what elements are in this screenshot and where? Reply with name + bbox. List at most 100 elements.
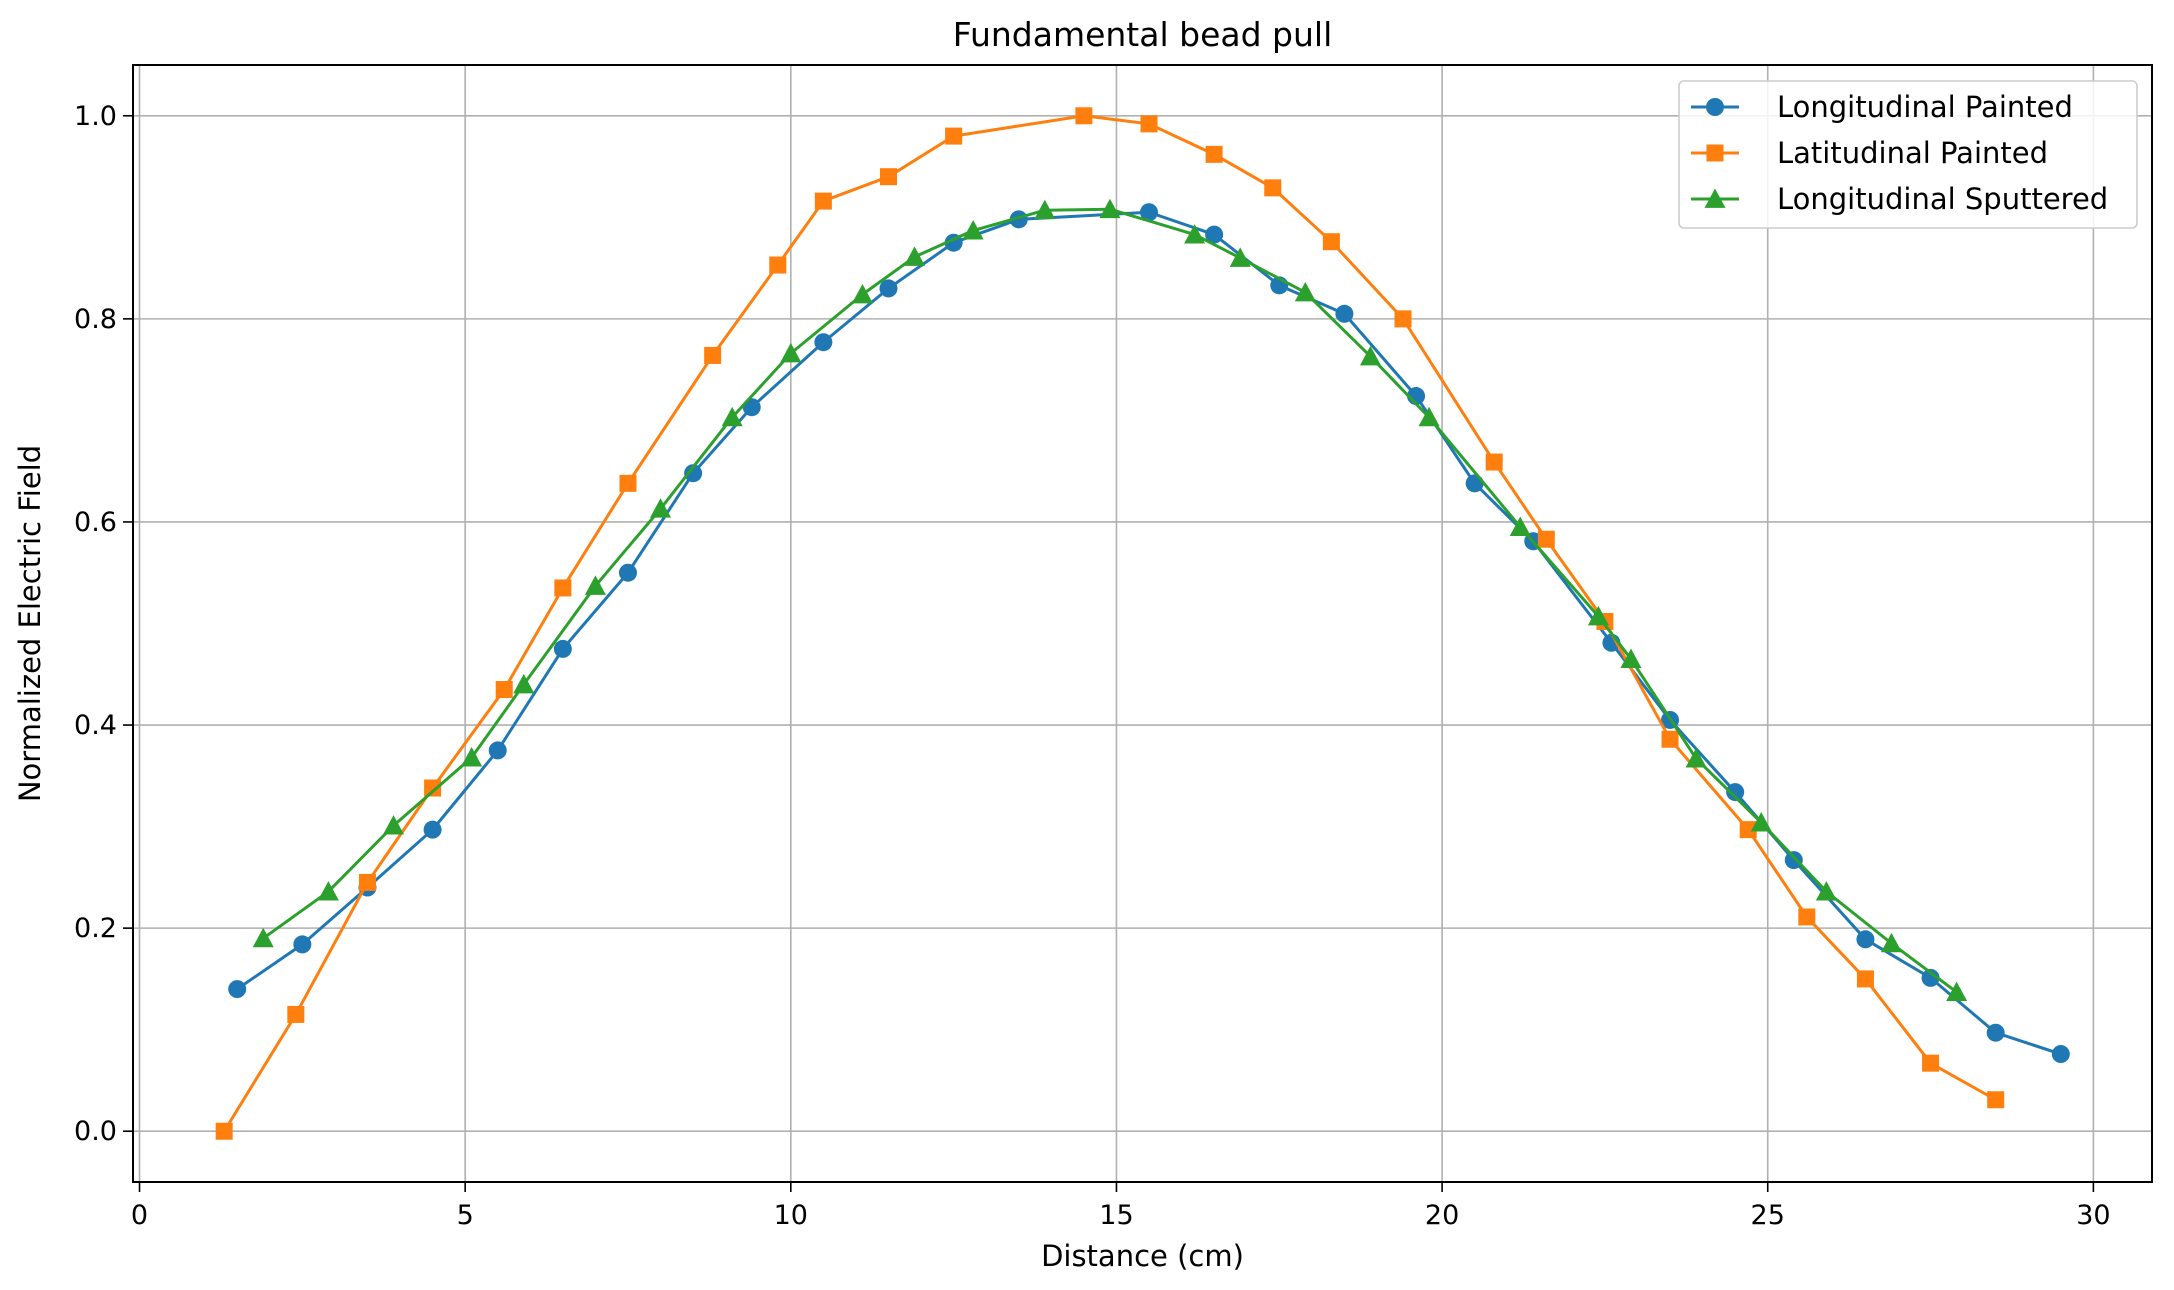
data-point [879, 279, 898, 298]
data-point [383, 815, 405, 835]
y-axis-label: Normalized Electric Field [13, 445, 47, 802]
data-point [461, 747, 483, 767]
data-point [1946, 981, 1968, 1002]
data-point [1661, 730, 1679, 748]
data-point [721, 406, 743, 427]
data-point [424, 779, 442, 797]
data-point [293, 935, 312, 954]
x-tick-label: 0 [131, 1200, 148, 1231]
data-point [488, 741, 507, 760]
data-point [1856, 930, 1875, 949]
legend-marker [1706, 144, 1724, 162]
y-tick-label: 0.6 [74, 507, 117, 538]
data-point [962, 220, 984, 240]
data-point [1815, 881, 1837, 901]
data-point [780, 342, 802, 363]
data-point [215, 1122, 233, 1140]
data-point [317, 881, 339, 901]
data-point [704, 346, 722, 364]
data-point [513, 673, 535, 694]
data-point [1184, 224, 1206, 244]
data-point [554, 579, 572, 597]
data-point [1509, 516, 1531, 536]
x-tick-label: 5 [457, 1200, 474, 1231]
grid [133, 65, 2152, 1182]
legend: Longitudinal Painted Latitudinal Painted L… [1678, 80, 2138, 229]
data-point [1856, 970, 1874, 988]
data-point [769, 256, 787, 274]
legend-label: Longitudinal Sputtered [1777, 182, 2108, 216]
x-tick-label: 25 [1751, 1200, 1785, 1231]
data-point [879, 168, 897, 186]
data-point [1987, 1091, 2005, 1109]
y-tick-label: 0.4 [74, 710, 117, 741]
data-point [1264, 179, 1282, 197]
legend-label: Latitudinal Painted [1777, 136, 2048, 170]
legend-marker [1706, 98, 1724, 116]
data-point [1537, 530, 1555, 548]
series-2 [215, 107, 2005, 1140]
data-point [228, 980, 247, 999]
data-point [252, 927, 274, 948]
x-tick-label: 15 [1099, 1200, 1133, 1231]
data-point [553, 639, 572, 658]
chart-title: Fundamental bead pull [953, 15, 1332, 54]
data-point [1922, 1054, 1940, 1072]
data-point [1750, 812, 1772, 832]
data-point [851, 283, 873, 304]
data-point [1322, 233, 1340, 251]
data-point [1726, 783, 1745, 802]
data-point [584, 575, 606, 595]
data-point [423, 820, 442, 839]
data-point [1229, 247, 1251, 267]
legend-label: Longitudinal Painted [1777, 90, 2073, 124]
x-tick-label: 10 [774, 1200, 808, 1231]
series-3 [252, 198, 1968, 1002]
data-point [1465, 474, 1484, 493]
y-tick-label: 0.0 [74, 1116, 117, 1147]
data-point [1685, 748, 1707, 768]
data-point [684, 464, 703, 483]
data-point [1205, 145, 1223, 163]
data-point [814, 333, 833, 352]
data-point [1140, 203, 1159, 222]
data-point [1205, 225, 1224, 244]
data-point [1921, 968, 1940, 987]
data-point [904, 246, 926, 266]
y-tick-label: 0.8 [74, 304, 117, 335]
legend-item: Latitudinal Painted [1691, 136, 2048, 170]
data-point [495, 681, 513, 699]
data-point [1335, 304, 1354, 323]
data-point [358, 873, 376, 891]
data-point [1075, 107, 1093, 125]
x-tick-label: 20 [1425, 1200, 1459, 1231]
data-point [1034, 199, 1056, 220]
data-point [945, 127, 963, 145]
data-point [1986, 1023, 2005, 1042]
y-tick-label: 1.0 [74, 101, 117, 132]
legend-item: Longitudinal Painted [1691, 90, 2073, 124]
data-point [1784, 851, 1803, 870]
ticks: 0 5 10 15 20 25 30 0.0 0.2 0.4 0.6 0.8 1.0 [74, 101, 2111, 1231]
data-point [1739, 821, 1757, 839]
data-point [1294, 281, 1316, 302]
data-point [287, 1005, 305, 1023]
data-point [1140, 115, 1158, 133]
plot-frame [132, 64, 2153, 1183]
x-axis-label: Distance (cm) [1041, 1239, 1244, 1273]
data-point [1394, 310, 1412, 328]
data-point [1099, 198, 1121, 219]
data-point [1418, 406, 1440, 427]
data-point [1359, 345, 1381, 366]
data-point [619, 474, 637, 492]
data-point [1485, 453, 1503, 471]
data-point [2051, 1045, 2070, 1064]
y-tick-label: 0.2 [74, 913, 117, 944]
legend-box [1678, 80, 2138, 229]
data-point [1587, 605, 1609, 626]
legend-item: Longitudinal Sputtered [1691, 182, 2108, 216]
data-point [1880, 932, 1902, 953]
data-point [618, 563, 637, 582]
legend-marker [1704, 188, 1726, 208]
